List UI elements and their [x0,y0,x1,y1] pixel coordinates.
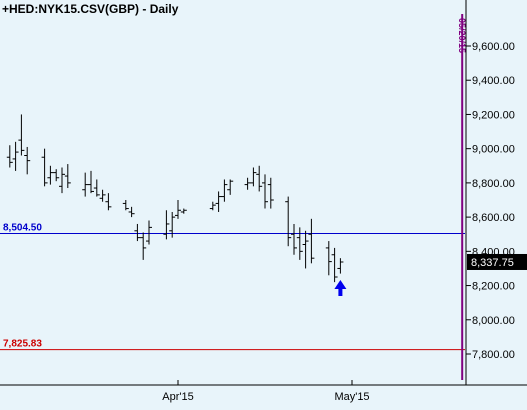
y-tick-label: 8,000.00 [472,315,515,327]
y-tick-label: 9,400.00 [472,75,515,87]
last-price-label: 8,337.75 [471,257,514,269]
last-price-box [467,253,527,270]
horizontal-level-label: 7,825.83 [3,339,42,350]
y-tick-label: 8,600.00 [472,212,515,224]
vertical-date-label: 05/20/15 [457,18,467,53]
chart-title: +HED:NYK15.CSV(GBP) - Daily [2,2,179,16]
y-tick-label: 8,400.00 [472,246,515,258]
y-tick-label: 9,200.00 [472,109,515,121]
arrow-up-icon [334,280,347,296]
y-tick-label: 8,200.00 [472,281,515,293]
x-tick-label: Apr'15 [162,391,193,403]
y-tick-label: 7,800.00 [472,349,515,361]
y-tick-label: 8,800.00 [472,178,515,190]
x-tick-label: May'15 [334,391,369,403]
horizontal-level-label: 8,504.50 [3,222,42,233]
y-tick-label: 9,000.00 [472,144,515,156]
y-tick-label: 9,600.00 [472,41,515,53]
